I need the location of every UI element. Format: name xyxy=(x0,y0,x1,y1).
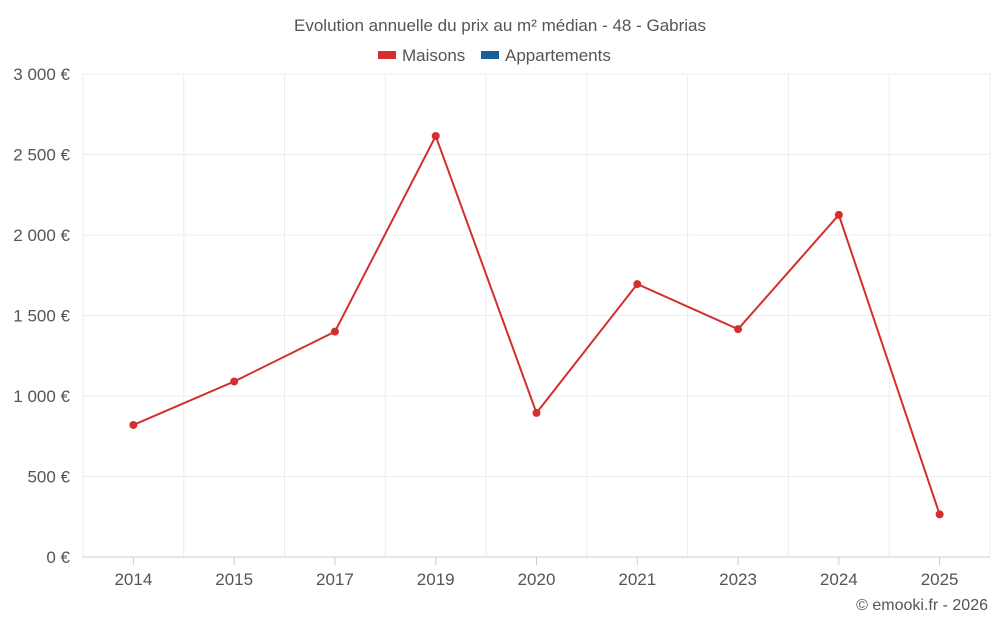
y-tick-label: 3 000 € xyxy=(13,65,70,84)
data-point-2025[interactable] xyxy=(935,510,944,519)
legend-swatch-maisons[interactable] xyxy=(378,51,396,59)
y-tick-label: 1 500 € xyxy=(13,307,70,326)
x-tick-label: 2014 xyxy=(114,570,152,589)
axes: 0 € 500 € 1 000 € 1 500 € 2 000 € 2 500 € 3 00… xyxy=(13,65,990,589)
x-tick-label: 2020 xyxy=(518,570,556,589)
legend-label-maisons[interactable]: Maisons xyxy=(402,46,465,65)
legend-swatch-appartements[interactable] xyxy=(481,51,499,59)
x-tick-label: 2015 xyxy=(215,570,253,589)
legend-label-appartements[interactable]: Appartements xyxy=(505,46,611,65)
data-point-2019[interactable] xyxy=(431,131,440,140)
x-tick-label: 2025 xyxy=(921,570,959,589)
x-tick-label: 2017 xyxy=(316,570,354,589)
y-tick-label: 0 € xyxy=(46,548,70,567)
data-point-2020[interactable] xyxy=(532,408,541,417)
x-tick-label: 2024 xyxy=(820,570,858,589)
credit-text: © emooki.fr - 2026 xyxy=(856,597,988,614)
series-layer xyxy=(129,131,944,519)
legend: Maisons Appartements xyxy=(378,46,611,65)
data-point-2017[interactable] xyxy=(330,327,339,336)
y-tick-label: 2 500 € xyxy=(13,146,70,165)
data-point-2015[interactable] xyxy=(230,377,239,386)
chart-title: Evolution annuelle du prix au m² médian … xyxy=(294,16,706,35)
data-point-2024[interactable] xyxy=(834,210,843,219)
data-point-2014[interactable] xyxy=(129,420,138,429)
y-tick-label: 1 000 € xyxy=(13,387,70,406)
x-tick-label: 2021 xyxy=(618,570,656,589)
data-point-2023[interactable] xyxy=(734,325,743,334)
x-tick-label: 2019 xyxy=(417,570,455,589)
grid xyxy=(82,73,991,558)
data-point-2021[interactable] xyxy=(633,280,642,289)
y-tick-label: 500 € xyxy=(27,468,70,487)
x-tick-label: 2023 xyxy=(719,570,757,589)
series-line-maisons xyxy=(132,133,941,515)
y-tick-label: 2 000 € xyxy=(13,226,70,245)
